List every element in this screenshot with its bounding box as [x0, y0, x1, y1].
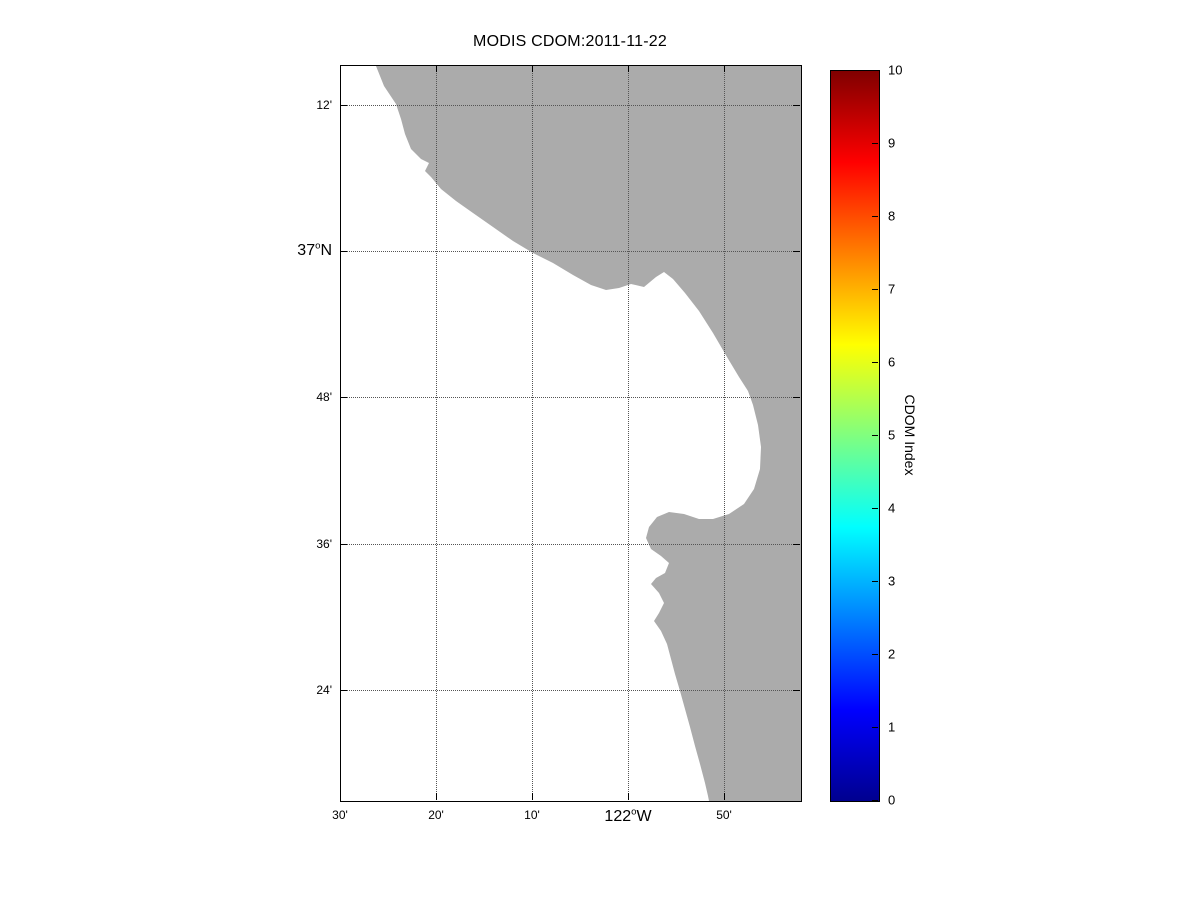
coastline-map-canvas [376, 66, 801, 801]
x-tickmark [340, 793, 341, 800]
x-tickmark [628, 793, 629, 800]
y-tickmark [340, 397, 347, 399]
y-tick-label: 24' [316, 682, 332, 697]
colorbar-tickmark [872, 435, 878, 436]
colorbar-tickmark [872, 216, 878, 217]
x-tickmark [724, 793, 726, 800]
x-tickmark [436, 65, 438, 72]
y-tickmark [340, 105, 347, 107]
y-tickmark [340, 543, 347, 545]
x-tick-label: 30' [332, 808, 348, 822]
y-tick-label: 12' [316, 98, 332, 113]
colorbar-tick-label: 1 [888, 719, 896, 735]
y-tickmark [793, 689, 800, 691]
colorbar-axis-label: CDOM Index [902, 394, 918, 476]
plot-area [340, 65, 802, 802]
colorbar-tick-label: 2 [888, 646, 896, 662]
x-tickmark [531, 793, 533, 800]
x-tickmark [531, 65, 533, 72]
x-tickmark [628, 65, 629, 72]
y-tickmark [793, 105, 800, 107]
colorbar-tickmark [872, 508, 878, 509]
colorbar-tick-label: 9 [888, 135, 896, 151]
x-tickmark [436, 793, 438, 800]
x-tickmark [724, 65, 726, 72]
colorbar-tick-label: 0 [888, 792, 896, 808]
colorbar-tick-label: 10 [888, 62, 903, 78]
colorbar-tickmark [872, 362, 878, 363]
y-tickmark [793, 397, 800, 399]
colorbar-tick-label: 3 [888, 573, 896, 589]
colorbar-tick-label: 8 [888, 208, 896, 224]
colorbar-tick-label: 5 [888, 427, 896, 443]
colorbar-tick-label: 6 [888, 354, 896, 370]
y-tick-label: 48' [316, 390, 332, 405]
colorbar-tickmark [872, 143, 878, 144]
colorbar-tickmark [872, 800, 878, 801]
y-tickmark [340, 689, 347, 691]
y-tick-label: 37oN [297, 240, 332, 260]
colorbar-tickmark [872, 727, 878, 728]
y-tick-label: 36' [316, 536, 332, 551]
x-tick-label: 122oW [604, 806, 652, 825]
colorbar-gradient [831, 71, 879, 801]
colorbar-tickmark [872, 70, 878, 71]
x-tick-label: 50' [716, 808, 732, 822]
colorbar-tickmark [872, 581, 878, 582]
colorbar [830, 70, 880, 802]
colorbar-tickmark [872, 654, 878, 655]
x-tick-label: 10' [524, 808, 540, 822]
land-polygon [376, 66, 801, 801]
x-tickmark [340, 65, 341, 72]
colorbar-tickmark [872, 289, 878, 290]
colorbar-tick-label: 7 [888, 281, 896, 297]
colorbar-tick-label: 4 [888, 500, 896, 516]
chart-title: MODIS CDOM:2011-11-22 [473, 33, 667, 50]
y-tickmark [793, 543, 800, 545]
x-tick-label: 20' [428, 808, 444, 822]
y-tickmark [793, 251, 800, 253]
y-tickmark [340, 251, 347, 253]
